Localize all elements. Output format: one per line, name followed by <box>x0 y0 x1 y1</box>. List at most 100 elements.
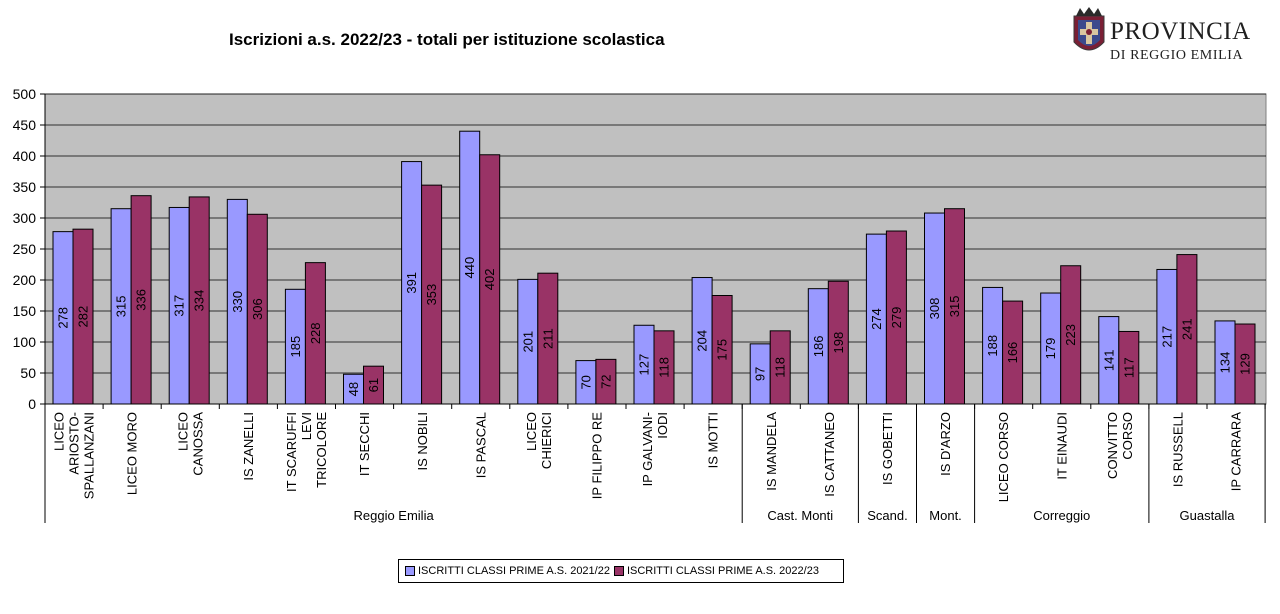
data-label-series2: 315 <box>947 295 962 317</box>
category-label: IODI <box>655 412 670 439</box>
data-label-series2: 228 <box>308 322 323 344</box>
group-label: Cast. Monti <box>767 508 833 523</box>
bar-series2 <box>827 280 849 405</box>
chart-title: Iscrizioni a.s. 2022/23 - totali per ist… <box>229 30 665 49</box>
category-label: IS ZANELLI <box>241 412 256 481</box>
data-label-series1: 179 <box>1043 338 1058 360</box>
data-label-series2: 353 <box>424 284 439 306</box>
category-label: IP GALVANI- <box>640 412 655 486</box>
category-label: CANOSSA <box>190 412 205 476</box>
data-label-series1: 97 <box>753 367 768 381</box>
legend-swatch-2022-23 <box>613 566 624 576</box>
y-tick-label: 300 <box>13 210 37 226</box>
category-label: IS PASCAL <box>473 412 488 478</box>
group-label: Guastalla <box>1180 508 1236 523</box>
bar-series2 <box>188 196 210 405</box>
category-label: LICEO <box>524 412 539 451</box>
category-label: IS MOTTI <box>706 412 721 468</box>
legend-item-2021-22: ISCRITTI CLASSI PRIME A.S. 2021/22 <box>405 565 610 577</box>
bar-series2 <box>1176 254 1198 405</box>
category-label: CORSO <box>1120 412 1135 460</box>
category-label: TRICOLORE <box>314 412 329 488</box>
data-label-series2: 402 <box>482 269 497 291</box>
bar-series2 <box>1002 300 1024 405</box>
category-label: IT EINAUDI <box>1054 412 1069 480</box>
data-label-series1: 201 <box>520 331 535 353</box>
logo-title: PROVINCIA <box>1110 18 1251 45</box>
logo: PROVINCIA DI REGGIO EMILIA <box>1072 6 1272 66</box>
data-label-series2: 282 <box>76 306 91 328</box>
y-tick-label: 200 <box>13 272 37 288</box>
category-label: LICEO <box>52 412 67 451</box>
bar-series2 <box>653 330 675 405</box>
y-tick-label: 500 <box>13 86 37 102</box>
data-label-series1: 185 <box>288 336 303 358</box>
data-label-series2: 72 <box>598 374 613 388</box>
data-label-series1: 188 <box>985 335 1000 357</box>
bar-series2 <box>769 330 791 405</box>
data-label-series2: 334 <box>192 290 207 312</box>
category-label: CHIERICI <box>539 412 554 469</box>
group-label: Reggio Emilia <box>353 508 434 523</box>
data-label-series1: 391 <box>404 272 419 294</box>
y-tick-label: 400 <box>13 148 37 164</box>
data-label-series2: 118 <box>773 357 788 378</box>
bar-series2 <box>421 184 443 405</box>
crest-icon <box>1073 7 1105 51</box>
y-tick-label: 100 <box>13 334 37 350</box>
data-label-series1: 440 <box>462 257 477 279</box>
data-label-series1: 315 <box>114 295 129 317</box>
data-label-series1: 330 <box>230 291 245 313</box>
data-label-series2: 241 <box>1179 318 1194 340</box>
category-label: LICEO <box>175 412 190 451</box>
category-label: IP FILIPPO RE <box>589 412 604 500</box>
bar-series2 <box>944 208 965 405</box>
y-tick-label: 0 <box>28 396 36 412</box>
bar-series2 <box>595 358 617 405</box>
data-label-series1: 274 <box>869 308 884 330</box>
data-label-series2: 129 <box>1238 353 1253 375</box>
logo-subtitle: DI REGGIO EMILIA <box>1110 48 1244 63</box>
data-label-series1: 134 <box>1218 352 1233 374</box>
data-label-series2: 211 <box>540 328 555 349</box>
bar-series2 <box>130 195 152 405</box>
bar-series2 <box>885 230 907 405</box>
data-label-series1: 217 <box>1159 326 1174 348</box>
data-label-series2: 223 <box>1063 324 1078 346</box>
group-label: Scand. <box>867 508 907 523</box>
category-label: LICEO MORO <box>125 412 140 495</box>
data-label-series1: 48 <box>346 382 361 396</box>
bar-series2 <box>479 154 501 405</box>
y-tick-label: 150 <box>13 303 37 319</box>
category-label: LICEO CORSO <box>996 412 1011 502</box>
bar-series2 <box>1234 323 1256 405</box>
bar-series2 <box>711 295 733 405</box>
category-label: IS RUSSELL <box>1170 412 1185 487</box>
bar-series2 <box>304 262 326 405</box>
data-label-series2: 175 <box>715 339 730 361</box>
y-tick-label: 250 <box>13 241 37 257</box>
category-label: IS D'ARZO <box>938 412 953 476</box>
category-label: IS MANDELA <box>764 412 779 491</box>
category-label: IP CARRARA <box>1229 412 1244 492</box>
data-label-series2: 166 <box>1005 342 1020 364</box>
category-label: IS GOBETTI <box>880 412 895 485</box>
data-label-series1: 186 <box>811 335 826 357</box>
data-label-series2: 306 <box>250 298 265 320</box>
data-label-series2: 61 <box>366 378 381 392</box>
data-label-series2: 117 <box>1121 357 1136 378</box>
bar-series2 <box>246 213 268 405</box>
category-label: IS CATTANEO <box>822 412 837 497</box>
y-tick-label: 350 <box>13 179 37 195</box>
data-label-series1: 317 <box>172 295 187 317</box>
group-label: Correggio <box>1033 508 1090 523</box>
data-label-series1: 127 <box>637 354 652 376</box>
bar-series2 <box>363 365 384 405</box>
category-label: ARIOSTO- <box>67 412 82 475</box>
category-label: IT SCARUFFI <box>284 412 299 492</box>
bar-chart: 0 50 100 150 200 250 300 350 400 450 500 278 282 LICE… <box>13 86 1267 523</box>
bar-series2 <box>1118 330 1140 405</box>
category-label: IS NOBILI <box>415 412 430 471</box>
data-label-series1: 70 <box>578 375 593 389</box>
y-tick-label: 50 <box>20 365 36 381</box>
